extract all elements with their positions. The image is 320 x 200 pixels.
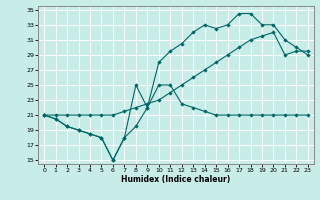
X-axis label: Humidex (Indice chaleur): Humidex (Indice chaleur) — [121, 175, 231, 184]
